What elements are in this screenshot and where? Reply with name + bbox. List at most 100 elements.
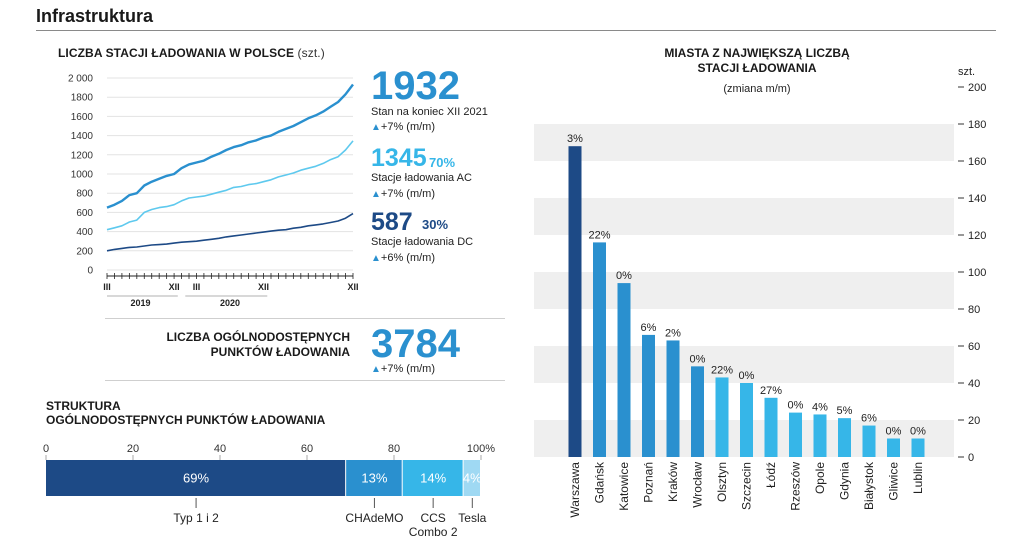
y-tick-label: 1600 (71, 112, 94, 123)
y-tick-label: 0 (87, 266, 93, 277)
stacked-bar-title-line1: STRUKTURA (46, 399, 121, 413)
x-category-label: Białystok (862, 461, 876, 510)
kpi-points-title-line2: PUNKTÓW ŁADOWANIA (210, 345, 350, 359)
y-tick-label: 180 (968, 119, 986, 131)
kpi-total-change: ▲+7% (m/m) (371, 121, 435, 133)
kpi-points-change-text: +7% (m/m) (380, 363, 435, 375)
header-divider (36, 30, 996, 31)
kpi-dc-value: 587 (371, 208, 413, 236)
kpi-total-value: 1932 (371, 64, 460, 108)
x-tick-label: 80 (388, 443, 400, 455)
x-category-label: Katowice (617, 462, 631, 511)
cities-chart-unit: szt. (958, 66, 976, 78)
x-tick-label: XII (258, 282, 269, 292)
chart-band (534, 198, 954, 235)
x-category-label: Rzeszów (789, 462, 803, 511)
segment-tesla (463, 460, 480, 496)
x-category-label: Opole (813, 462, 827, 494)
x-tick-label: 40 (214, 443, 226, 455)
up-arrow-icon: ▲ (371, 253, 381, 264)
x-tick-label: 100% (467, 443, 495, 455)
stacked-bar-title-line2: OGÓLNODOSTĘPNYCH PUNKTÓW ŁADOWANIA (46, 413, 326, 427)
bar-label: 0% (788, 400, 804, 412)
x-tick-label: 60 (301, 443, 313, 455)
y-tick-label: 40 (968, 378, 980, 390)
bar-11 (838, 418, 851, 457)
kpi-total-change-text: +7% (m/m) (380, 121, 435, 133)
bar-label: 22% (711, 364, 733, 376)
x-category-label: Gliwice (887, 462, 901, 501)
segment-chademo (346, 460, 402, 496)
line-chart-x-axis: III XII III XII XII 2019 2020 (103, 273, 359, 308)
kpi-ac-share: 70% (429, 155, 456, 170)
x-tick-label: III (193, 282, 201, 292)
bar-6 (715, 377, 729, 457)
segment-label: 13% (361, 471, 387, 486)
y-tick-label: 100 (968, 267, 986, 279)
cities-title-line2: STACJI ŁADOWANIA (697, 61, 817, 75)
kpi-points-change: ▲+7% (m/m) (371, 363, 435, 375)
kpi-points-title-line1: LICZBA OGÓLNODOSTĘPNYCH (166, 330, 350, 344)
divider-upper (105, 318, 505, 319)
bar-label: 0% (739, 370, 755, 382)
line-chart-series (106, 83, 354, 252)
bar-label: 3% (567, 133, 583, 145)
bar-1 (593, 242, 606, 457)
stacked-bar-x-ticks: 0 20 40 60 80 100% (43, 443, 495, 460)
bar-4 (666, 340, 680, 457)
segment-label: 69% (183, 471, 209, 486)
bar-9 (789, 412, 802, 457)
cities-chart-title: MIASTA Z NAJWIĘKSZĄ LICZBĄ STACJI ŁADOWA… (622, 46, 892, 76)
y-tick-label: 120 (968, 230, 986, 242)
bar-12 (862, 425, 876, 457)
segment-ccs-combo-2 (402, 460, 463, 496)
x-category-label: Łódź (764, 462, 778, 488)
stacked-bar-title: STRUKTURA OGÓLNODOSTĘPNYCH PUNKTÓW ŁADOW… (46, 399, 325, 427)
kpi-total-label: Stan na koniec XII 2021 (371, 106, 488, 118)
y-tick-label: 200 (968, 82, 986, 94)
x-year-label: 2020 (220, 298, 240, 308)
y-tick-label: 400 (76, 227, 93, 238)
bar-label: 5% (837, 405, 853, 417)
x-category-label: Gdynia (838, 462, 852, 500)
y-tick-label: 60 (968, 341, 980, 353)
category-label: CHAdeMO (345, 511, 403, 525)
y-tick-label: 1400 (71, 131, 94, 142)
y-tick-label: 80 (968, 304, 980, 316)
kpi-dc-label: Stacje ładowania DC (371, 236, 474, 248)
category-label: CCS (420, 511, 445, 525)
divider-lower (105, 380, 505, 381)
cities-chart-x-labels: Warszawa Gdańsk Katowice Poznań Kraków Wrocła… (568, 461, 925, 518)
chart-band (534, 124, 954, 161)
bar-label: 4% (812, 401, 828, 413)
line-chart-title-text: LICZBA STACJI ŁADOWANIA W POLSCE (58, 46, 295, 60)
segment-label: 4% (463, 471, 482, 486)
y-tick-label: 1800 (71, 93, 94, 104)
x-category-label: Poznań (642, 462, 656, 503)
stacked-bar-chart: 0 20 40 60 80 100% 69% 13% 14% 4% Typ 1 i 2 CHAde… (43, 443, 495, 539)
category-label: Tesla (458, 511, 486, 525)
y-tick-label: 2 000 (68, 74, 93, 85)
line-series-dc (106, 212, 354, 252)
kpi-ac-change: ▲+7% (m/m) (371, 188, 435, 200)
cities-chart-bars: 3% 22% 0% 6% 2% 0% 22% 0% 27% 0% 4% 5% 6% 0% 0% (567, 133, 926, 457)
bar-3 (642, 334, 655, 457)
y-tick-label: 200 (76, 246, 93, 257)
kpi-points-value: 3784 (371, 322, 460, 366)
up-arrow-icon: ▲ (371, 189, 381, 200)
bar-label: 27% (760, 385, 782, 397)
segment-label: 14% (420, 471, 446, 486)
line-series-ac (106, 140, 354, 231)
x-tick-label: 0 (43, 443, 49, 455)
bar-5 (691, 366, 704, 457)
kpi-ac-value: 1345 (371, 144, 427, 172)
category-label: Combo 2 (409, 525, 458, 539)
x-year-label: 2019 (131, 298, 151, 308)
category-label: Typ 1 i 2 (173, 511, 219, 525)
x-tick-label: XII (347, 282, 358, 292)
line-series-total (106, 83, 354, 209)
bar-13 (887, 438, 900, 457)
line-chart: 0 200 400 600 800 1000 1200 1400 1600 1800 2 000 I… (68, 74, 359, 309)
y-tick-label: 0 (968, 452, 974, 464)
